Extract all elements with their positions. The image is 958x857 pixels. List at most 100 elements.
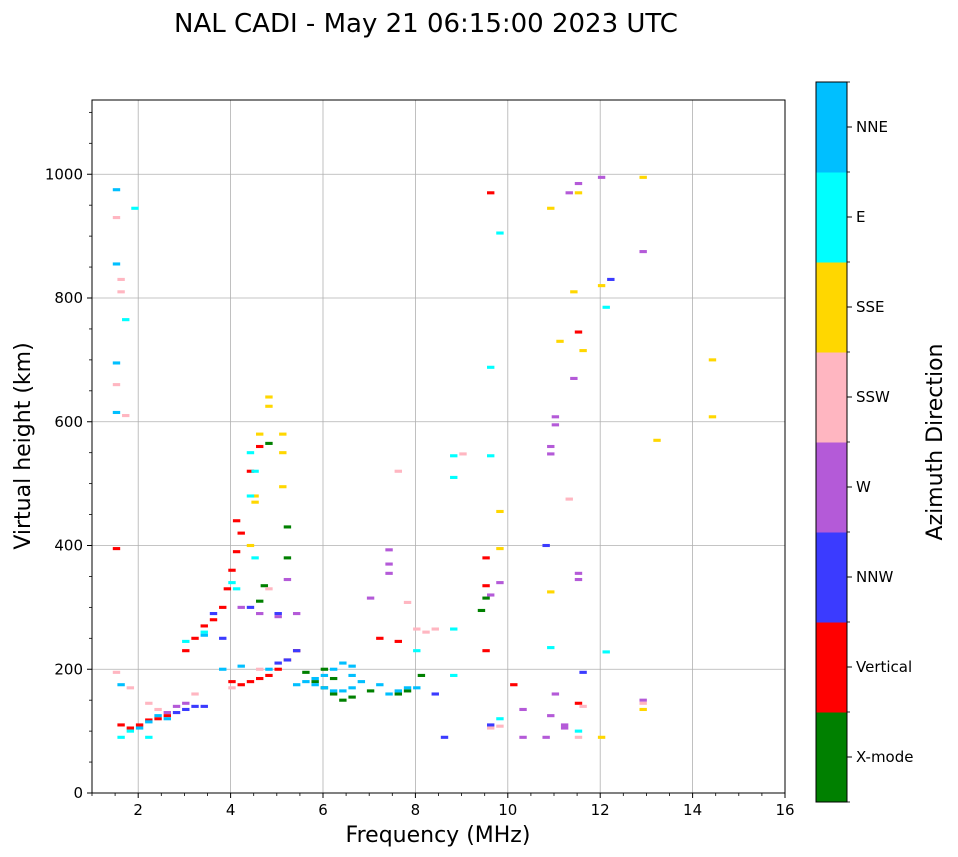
- data-point: [311, 683, 319, 687]
- data-point: [639, 698, 647, 702]
- data-point: [639, 701, 647, 705]
- colorbar-tick-label: Vertical: [856, 658, 912, 676]
- series-x-mode: [256, 441, 490, 702]
- data-point: [496, 724, 504, 728]
- data-point: [112, 361, 121, 365]
- plot-frame: [91, 99, 786, 794]
- data-point: [403, 686, 412, 690]
- data-point: [708, 415, 717, 419]
- data-point: [440, 735, 449, 739]
- data-point: [551, 692, 560, 696]
- data-point: [117, 277, 125, 281]
- colorbar: X-mode Vertical NNW W SSW SSE E NNE: [815, 81, 913, 803]
- data-point: [172, 704, 181, 708]
- data-point: [145, 720, 153, 724]
- data-point: [422, 630, 430, 634]
- data-point: [547, 714, 555, 718]
- data-point: [560, 726, 569, 730]
- data-point: [366, 596, 375, 600]
- data-point: [228, 581, 236, 585]
- data-point: [496, 547, 504, 551]
- data-point: [565, 497, 573, 501]
- y-tick-label: 600: [54, 413, 83, 431]
- data-point: [394, 692, 403, 696]
- colorbar-segment: [816, 622, 847, 713]
- data-point: [385, 692, 393, 696]
- data-point: [708, 358, 717, 362]
- data-point: [556, 339, 564, 343]
- data-point: [487, 726, 495, 730]
- data-point: [579, 349, 587, 353]
- data-point: [228, 568, 236, 572]
- data-point: [163, 711, 172, 715]
- data-point: [283, 556, 292, 560]
- data-point: [487, 365, 495, 369]
- data-point: [496, 581, 504, 585]
- data-point: [265, 395, 273, 399]
- data-point: [265, 673, 273, 677]
- colorbar-tick-label: NNW: [856, 568, 893, 586]
- data-point: [117, 735, 125, 739]
- data-point: [191, 636, 199, 640]
- data-point: [200, 633, 208, 637]
- data-point: [112, 383, 121, 387]
- data-point: [279, 432, 287, 436]
- data-point: [579, 704, 587, 708]
- series-sse: [246, 175, 717, 739]
- data-point: [251, 500, 259, 504]
- x-tick-label: 6: [318, 801, 328, 819]
- data-point: [639, 250, 647, 254]
- y-tick-label: 1000: [45, 165, 83, 183]
- data-point: [302, 680, 310, 684]
- data-point: [200, 630, 208, 634]
- data-point: [182, 649, 190, 653]
- data-point: [519, 707, 527, 712]
- x-tick-label: 8: [411, 801, 421, 819]
- data-point: [413, 627, 421, 631]
- data-point: [182, 639, 190, 643]
- data-point: [496, 717, 504, 721]
- colorbar-segment: [816, 82, 847, 173]
- colorbar-tick-label: SSW: [856, 388, 890, 406]
- series-vertical: [112, 191, 583, 730]
- data-point: [551, 423, 560, 427]
- data-point: [579, 670, 587, 674]
- data-point: [413, 686, 421, 690]
- data-point: [219, 667, 227, 671]
- series-nne: [112, 188, 421, 730]
- data-point: [339, 689, 347, 693]
- data-point: [126, 686, 135, 690]
- data-point: [574, 729, 583, 733]
- data-point: [639, 175, 647, 179]
- data-point: [182, 701, 190, 705]
- data-point: [547, 646, 555, 650]
- data-point: [279, 485, 287, 489]
- colorbar-segment: [816, 442, 847, 533]
- data-point: [482, 596, 490, 600]
- grid-lines: [92, 100, 785, 793]
- data-point: [200, 704, 208, 708]
- data-point: [283, 658, 292, 662]
- data-point: [260, 584, 269, 588]
- data-point: [329, 689, 338, 693]
- data-point: [122, 318, 130, 322]
- data-point: [251, 469, 259, 473]
- colorbar-segment: [816, 712, 847, 803]
- data-point: [376, 683, 384, 687]
- data-point: [246, 605, 255, 609]
- data-point: [403, 689, 412, 693]
- data-point: [246, 451, 255, 455]
- data-point: [450, 475, 458, 479]
- data-point: [348, 686, 356, 690]
- data-point: [292, 612, 301, 616]
- data-point: [574, 330, 583, 334]
- y-tick-label: 800: [54, 289, 83, 307]
- data-point: [450, 627, 458, 631]
- data-point: [547, 590, 555, 594]
- data-point: [283, 577, 292, 582]
- data-point: [219, 636, 227, 640]
- data-point: [574, 571, 583, 575]
- data-point: [172, 711, 181, 715]
- data-point: [339, 661, 347, 665]
- data-point: [574, 701, 583, 705]
